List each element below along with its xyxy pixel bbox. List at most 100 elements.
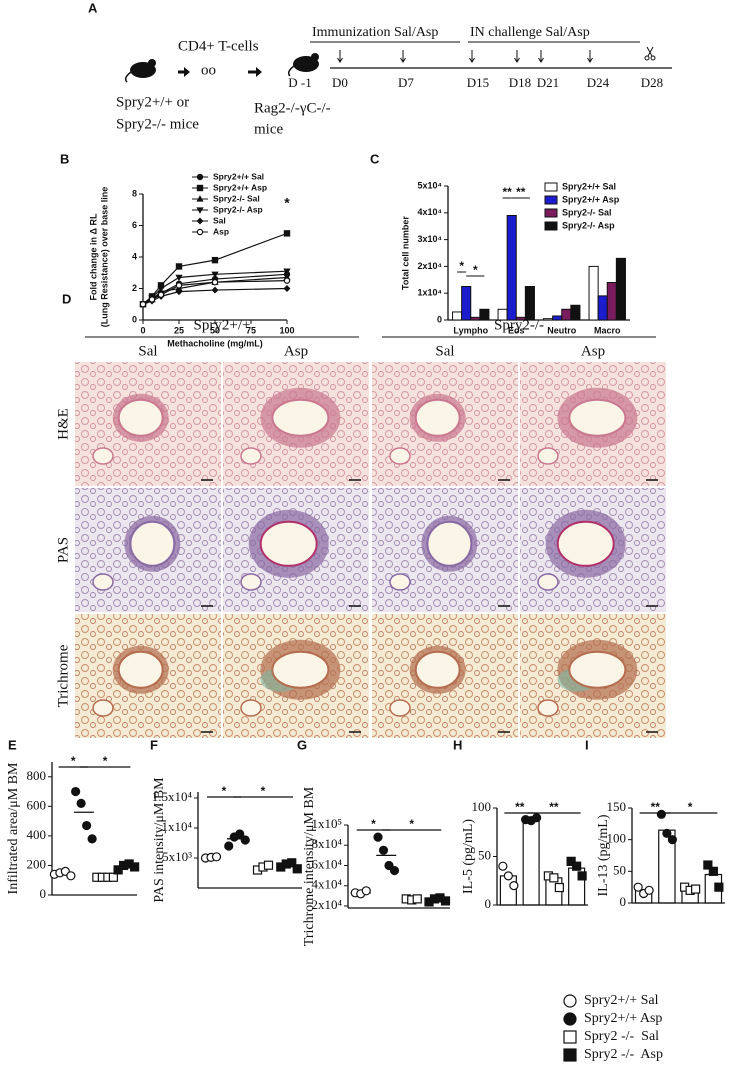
point [283, 277, 291, 284]
scissors-icon [646, 46, 654, 57]
x-tick-label: 75 [246, 325, 256, 335]
mouse-icon [311, 53, 319, 61]
day-label: D21 [537, 75, 559, 90]
mouse-icon [124, 71, 132, 83]
x-tick-label: Eos [508, 325, 525, 335]
scissors-icon [644, 55, 650, 61]
point [139, 301, 147, 308]
annotation: * [71, 754, 76, 768]
bar [506, 214, 517, 321]
y-tick-label: 600 [27, 797, 47, 812]
x-tick-label: Lympho [453, 325, 488, 335]
y-axis-label: IL-13 (pg/mL) [596, 814, 611, 896]
y-tick-label: 8x10⁴ [311, 836, 342, 851]
annotation: ** [515, 800, 525, 814]
point [412, 894, 422, 904]
annotation: * [409, 817, 414, 831]
point [148, 296, 156, 303]
day-label: D0 [332, 75, 348, 90]
annotation: ** [549, 800, 559, 814]
row-label: H&E [55, 408, 71, 440]
day-label: D24 [587, 75, 610, 90]
point [283, 230, 291, 237]
point [211, 286, 219, 294]
point [566, 856, 576, 866]
vessel [240, 573, 262, 591]
legend-marker [563, 994, 577, 1008]
y-tick-label: 0 [485, 896, 492, 911]
legend-label: Spry2+/+ Sal [213, 171, 264, 181]
column-label: Asp [284, 343, 308, 359]
point [554, 882, 564, 893]
annotation: * [459, 259, 464, 273]
column-label: Sal [435, 343, 454, 359]
arrow [184, 67, 190, 77]
point [175, 282, 183, 289]
y-tick-label: 6x10⁴ [311, 856, 342, 871]
y-axis-label: (Lung Resistance) over base line [99, 187, 109, 328]
point [633, 882, 643, 892]
panel-label: B [60, 151, 69, 166]
point [691, 884, 701, 894]
legend-label: Spry2-/- Sal [562, 207, 612, 217]
point [549, 873, 559, 883]
annotation: ** [516, 185, 526, 199]
bar [570, 304, 581, 321]
y-tick-label: 0 [40, 886, 47, 901]
recipient-label: Rag2-/-γC-/- [254, 100, 331, 116]
y-tick-label: 2x10⁴ [418, 261, 442, 271]
y-tick-label: 5x10⁴ [418, 180, 442, 190]
point [703, 860, 713, 870]
point [235, 829, 245, 839]
y-axis-label: Fold change in Δ RL [88, 213, 98, 300]
legend-label: Spry2+/+ Asp [562, 194, 620, 204]
day-label: D18 [509, 75, 531, 90]
point [211, 256, 219, 264]
point [211, 279, 219, 286]
point [644, 885, 654, 895]
point [389, 865, 400, 876]
vessel [537, 699, 559, 717]
point [283, 268, 291, 276]
row-label: PAS [55, 537, 71, 563]
point [577, 871, 587, 881]
legend-marker [196, 217, 204, 225]
y-tick-label: 5x10³ [162, 849, 192, 864]
y-tick-label: 1.5x10⁴ [152, 789, 193, 804]
vessel [92, 447, 114, 465]
x-tick-label: 50 [210, 325, 220, 335]
y-tick-label: 3x10⁴ [418, 234, 442, 244]
bar [452, 311, 463, 321]
day-arrow [538, 57, 544, 63]
legend-label: Spry2-/- Asp [213, 204, 263, 214]
point [378, 845, 389, 855]
annotation: * [261, 784, 266, 798]
bar [615, 257, 626, 321]
point [71, 786, 81, 797]
bar [461, 286, 472, 321]
mouse-icon [287, 65, 295, 77]
y-tick-label: 200 [27, 856, 47, 871]
point [175, 274, 183, 282]
donor-label: Spry2-/- mice [116, 116, 199, 132]
airway-lumen [414, 650, 461, 689]
day-arrow [587, 57, 593, 63]
y-tick-label: 50 [478, 847, 491, 862]
line [142, 232, 288, 305]
point [656, 809, 666, 819]
bar [588, 265, 599, 321]
annotation: ** [651, 800, 661, 814]
cells-label: CD4+ T-cells [178, 38, 259, 54]
bar [597, 295, 608, 321]
point [76, 798, 86, 808]
legend-swatch [544, 182, 558, 192]
y-tick-label: 1x10⁵ [311, 816, 342, 831]
y-tick-label: 4x10⁴ [311, 877, 342, 892]
y-axis-label: Total cell number [400, 216, 410, 290]
annotation: * [103, 754, 108, 768]
group-label: Spry2+/+ [194, 317, 251, 333]
point [667, 835, 677, 845]
x-tick-label: 0 [140, 325, 145, 335]
airway-lumen [117, 650, 164, 689]
y-tick-label: 50 [613, 862, 626, 877]
